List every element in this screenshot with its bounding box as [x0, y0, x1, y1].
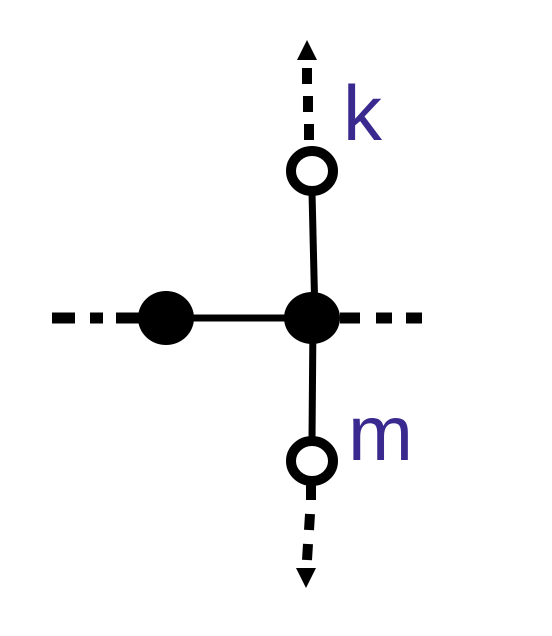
- bottom-open-node: [286, 436, 338, 486]
- down-arrowhead: [296, 568, 316, 588]
- up-arrowhead: [297, 40, 317, 60]
- center-filled-node: [284, 292, 340, 344]
- left-filled-node: [138, 291, 194, 345]
- down-dashed-arrow: [296, 484, 316, 588]
- up-dashed-arrow: [297, 40, 317, 140]
- label-m: m: [348, 389, 413, 477]
- label-k: k: [343, 69, 383, 157]
- top-open-node: [286, 146, 338, 196]
